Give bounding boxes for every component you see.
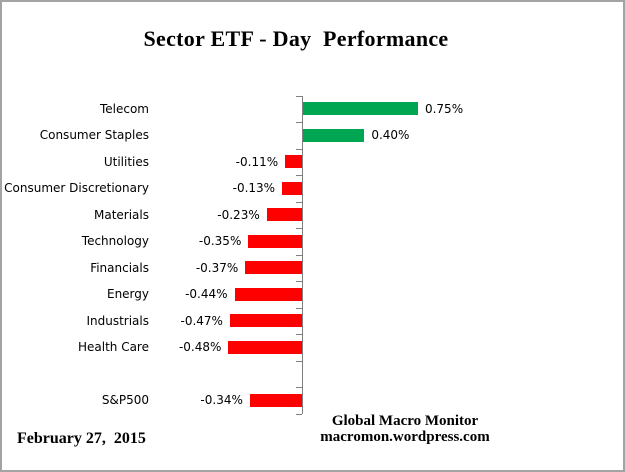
- bar-consumer-staples: [303, 128, 365, 142]
- value-label-consumer-staples: 0.40%: [371, 128, 410, 143]
- axis-tick: [296, 334, 302, 335]
- axis-tick: [296, 122, 302, 123]
- axis-tick: [296, 387, 302, 388]
- bar-telecom: [303, 102, 418, 116]
- category-label-technology: Technology: [81, 234, 149, 249]
- value-label-s-p500: -0.34%: [200, 393, 243, 408]
- category-label-consumer-discretionary: Consumer Discretionary: [4, 181, 149, 196]
- category-label-materials: Materials: [93, 207, 149, 222]
- axis-tick: [296, 228, 302, 229]
- bar-utilities: [285, 155, 302, 169]
- category-label-consumer-staples: Consumer Staples: [39, 128, 149, 143]
- axis-tick: [296, 413, 302, 415]
- bar-financials: [245, 261, 302, 275]
- bar-s-p500: [249, 393, 302, 407]
- bar-energy: [234, 287, 302, 301]
- credit-source-label: Global Macro Monitor: [331, 413, 479, 429]
- value-label-technology: -0.35%: [198, 234, 242, 249]
- bar-consumer-discretionary: [282, 181, 302, 195]
- value-label-financials: -0.37%: [195, 260, 239, 275]
- category-label-utilities: Utilities: [103, 154, 149, 169]
- value-label-consumer-discretionary: -0.13%: [232, 181, 276, 196]
- category-label-industrials: Industrials: [86, 313, 149, 328]
- axis-tick: [296, 360, 302, 362]
- axis-tick: [296, 281, 302, 282]
- category-label-energy: Energy: [106, 287, 149, 302]
- chart-title: Sector ETF - Day Performance: [143, 26, 449, 51]
- axis-tick: [296, 307, 302, 309]
- bar-health-care: [228, 340, 302, 354]
- axis-tick: [296, 201, 302, 203]
- value-label-health-care: -0.48%: [178, 340, 222, 355]
- value-label-utilities: -0.11%: [235, 154, 279, 169]
- credit-url-label: macromon.wordpress.com: [320, 429, 490, 445]
- value-label-energy: -0.44%: [185, 287, 228, 302]
- axis-tick: [296, 95, 302, 97]
- value-label-materials: -0.23%: [217, 207, 260, 222]
- axis-tick: [296, 148, 302, 150]
- category-label-health-care: Health Care: [77, 340, 149, 355]
- value-label-telecom: 0.75%: [424, 101, 464, 116]
- axis-tick: [296, 175, 302, 176]
- category-label-s-p500: S&P500: [101, 393, 149, 408]
- bar-materials: [266, 208, 302, 222]
- bar-industrials: [229, 314, 302, 328]
- credit-block: Global Macro Monitor macromon.wordpress.…: [314, 413, 496, 445]
- category-label-telecom: Telecom: [99, 101, 149, 116]
- category-label-financials: Financials: [90, 260, 149, 275]
- value-label-industrials: -0.47%: [180, 313, 223, 328]
- axis-tick: [296, 254, 302, 256]
- value-axis-line: [302, 95, 303, 414]
- bar-technology: [248, 234, 302, 248]
- date-label: February 27, 2015: [17, 430, 146, 447]
